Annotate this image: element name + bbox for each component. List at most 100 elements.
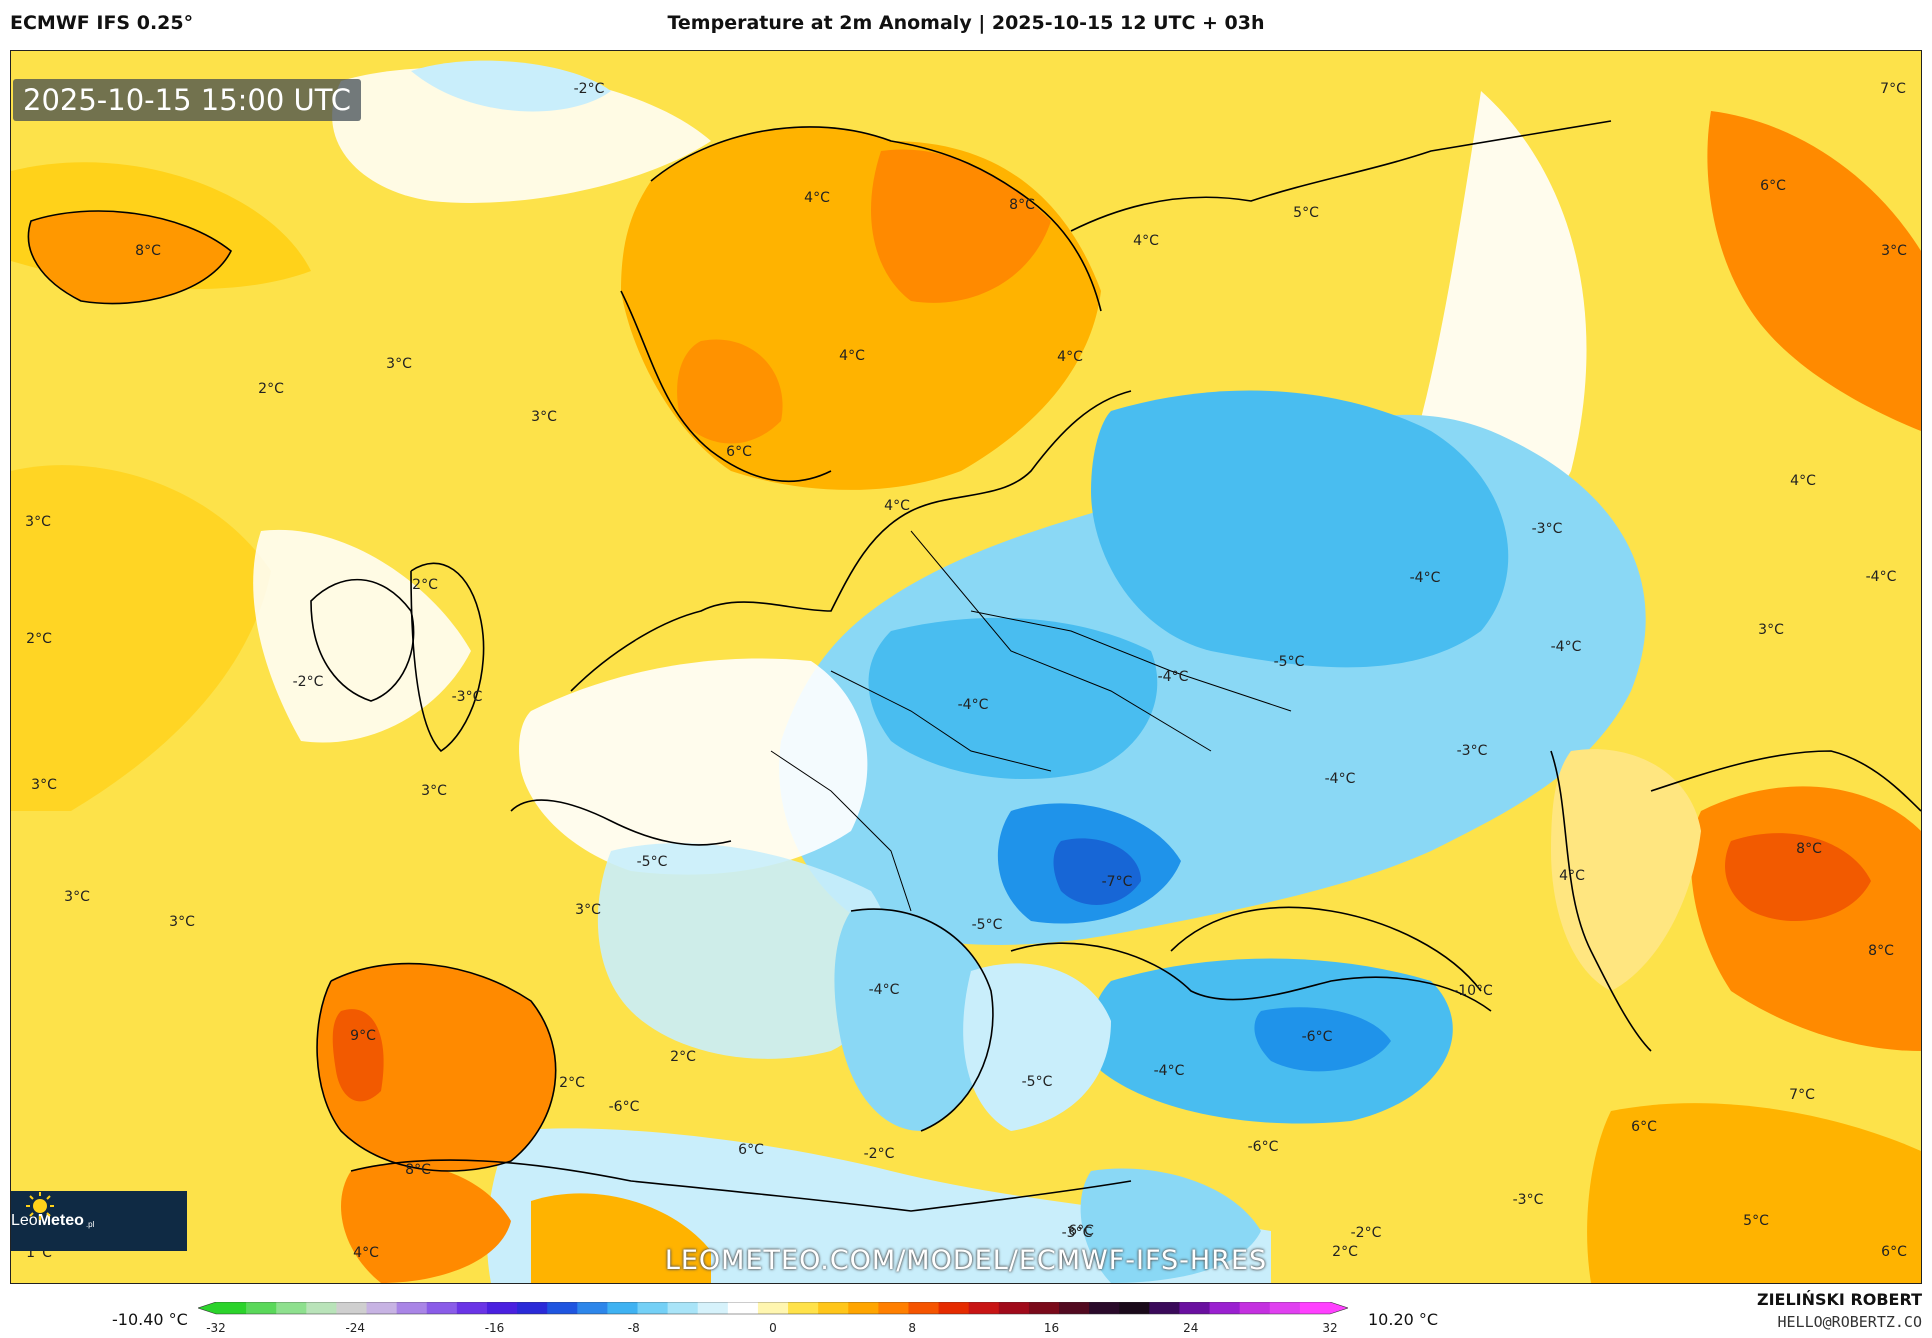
colorbar-swatch bbox=[1269, 1302, 1301, 1314]
colorbar-swatch bbox=[938, 1302, 970, 1314]
temp-label: -4°C bbox=[1153, 1063, 1185, 1079]
temp-label: 6°C bbox=[1881, 1244, 1907, 1260]
colorbar-swatch bbox=[1089, 1302, 1120, 1314]
valid-time-badge: 2025-10-15 15:00 UTC bbox=[13, 79, 362, 121]
colorbar-outline bbox=[198, 1302, 1348, 1315]
temp-label: 3°C bbox=[1758, 622, 1784, 638]
colorbar-swatch bbox=[486, 1302, 518, 1314]
temp-label: 5°C bbox=[1293, 205, 1319, 221]
temp-label: 3°C bbox=[531, 409, 557, 425]
temp-label: -6°C bbox=[1247, 1139, 1279, 1155]
temp-label: -5°C bbox=[1021, 1074, 1053, 1090]
temp-label: 4°C bbox=[1133, 233, 1159, 249]
temp-label: 4°C bbox=[1559, 868, 1585, 884]
temp-label: 3°C bbox=[64, 889, 90, 905]
colorbar-swatch bbox=[878, 1302, 909, 1314]
temp-label: 3°C bbox=[575, 902, 601, 918]
temp-label: -3°C bbox=[1512, 1192, 1544, 1208]
colorbar-swatch bbox=[1059, 1302, 1090, 1314]
temp-label: -4°C bbox=[957, 697, 989, 713]
temp-label: -4°C bbox=[1157, 669, 1189, 685]
temp-label: 8°C bbox=[135, 243, 161, 259]
temp-label: -4°C bbox=[1550, 639, 1582, 655]
temp-label: 3°C bbox=[25, 514, 51, 530]
temp-label: 4°C bbox=[1790, 473, 1816, 489]
temp-label: -10°C bbox=[1453, 983, 1493, 999]
colorbar-swatch bbox=[366, 1302, 398, 1314]
temp-label: -4°C bbox=[868, 982, 900, 998]
temp-label: 2°C bbox=[1332, 1244, 1358, 1260]
temp-label: 3°C bbox=[386, 356, 412, 372]
colorbar-tick-label: -16 bbox=[485, 1321, 505, 1335]
colorbar-swatch bbox=[1149, 1302, 1180, 1314]
colorbar-swatch bbox=[727, 1302, 759, 1314]
temp-label: 3°C bbox=[169, 914, 195, 930]
temp-label: -3°C bbox=[1061, 1225, 1093, 1241]
temp-label: 7°C bbox=[1880, 81, 1906, 97]
colorbar-swatch bbox=[667, 1302, 699, 1314]
temp-label: 2°C bbox=[412, 577, 438, 593]
leometeo-logo[interactable]: Leo Meteo .pl bbox=[11, 1191, 187, 1251]
colorbar-tick-label: -24 bbox=[345, 1321, 365, 1335]
colorbar-swatch bbox=[757, 1302, 789, 1314]
temp-label: -5°C bbox=[971, 917, 1003, 933]
anomaly-map bbox=[11, 51, 1921, 1283]
colorbar-swatch bbox=[1028, 1302, 1060, 1314]
colorbar-swatch bbox=[968, 1302, 1000, 1314]
temp-label: 2°C bbox=[258, 381, 284, 397]
colorbar-swatch bbox=[788, 1302, 819, 1314]
temp-label: 8°C bbox=[1796, 841, 1822, 857]
temp-label: 4°C bbox=[1057, 349, 1083, 365]
colorbar-tick-label: 24 bbox=[1183, 1321, 1198, 1335]
temp-label: 3°C bbox=[421, 783, 447, 799]
colorbar-swatch bbox=[276, 1302, 307, 1314]
temp-label: -2°C bbox=[292, 674, 324, 690]
colorbar-tip-low bbox=[198, 1302, 216, 1314]
colorbar-swatch bbox=[336, 1302, 368, 1314]
temp-label: 2°C bbox=[26, 631, 52, 647]
watermark-url: LEOMETEO.COM/MODEL/ECMWF-IFS-HRES bbox=[664, 1245, 1268, 1276]
temp-label: 8°C bbox=[405, 1162, 431, 1178]
colorbar-tick-label: 32 bbox=[1322, 1321, 1337, 1335]
colorbar-min-label: -10.40 °C bbox=[112, 1310, 188, 1329]
temp-label: -6°C bbox=[1301, 1029, 1333, 1045]
author-email[interactable]: HELLO@ROBERTZ.CO bbox=[1777, 1313, 1923, 1331]
colorbar-swatch bbox=[1209, 1302, 1241, 1314]
temp-label: 6°C bbox=[1068, 1223, 1094, 1239]
colorbar-swatch bbox=[697, 1302, 729, 1314]
temp-label: -3°C bbox=[451, 689, 483, 705]
colorbar-swatch bbox=[547, 1302, 578, 1314]
colorbar-swatch bbox=[426, 1302, 458, 1314]
colorbar-swatch bbox=[848, 1302, 879, 1314]
temp-label: 6°C bbox=[738, 1142, 764, 1158]
temp-label: 6°C bbox=[1631, 1119, 1657, 1135]
temp-label: -3°C bbox=[1456, 743, 1488, 759]
colorbar-swatch bbox=[607, 1302, 639, 1314]
temp-label: -7°C bbox=[1101, 874, 1133, 890]
temp-label: -2°C bbox=[863, 1146, 895, 1162]
colorbar-swatch bbox=[1239, 1302, 1271, 1314]
colorbar-swatch bbox=[577, 1302, 608, 1314]
colorbar-swatch bbox=[246, 1302, 277, 1314]
temp-label: -2°C bbox=[1350, 1225, 1382, 1241]
map-panel[interactable]: -2°C 4°C 8°C 5°C 7°C 6°C 8°C 3°C 4°C 4°C… bbox=[10, 50, 1922, 1284]
temp-label: 4°C bbox=[353, 1245, 379, 1261]
temp-label: 8°C bbox=[1009, 197, 1035, 213]
temp-label: 4°C bbox=[804, 190, 830, 206]
temp-label: -4°C bbox=[1324, 771, 1356, 787]
temp-label: -4°C bbox=[1409, 570, 1441, 586]
temp-label: 4°C bbox=[884, 498, 910, 514]
temp-label: 4°C bbox=[839, 348, 865, 364]
temp-label: 6°C bbox=[1760, 178, 1786, 194]
temp-label: -6°C bbox=[608, 1099, 640, 1115]
model-name: ECMWF IFS 0.25° bbox=[10, 12, 194, 34]
colorbar-tick-label: 0 bbox=[769, 1321, 777, 1335]
temp-label: 6°C bbox=[726, 444, 752, 460]
colorbar-swatch bbox=[1179, 1302, 1211, 1314]
colorbar-tip-high bbox=[1330, 1302, 1348, 1314]
temp-label: -3°C bbox=[1531, 521, 1563, 537]
colorbar-tick-label: -32 bbox=[206, 1321, 226, 1335]
sun-icon bbox=[26, 1192, 54, 1220]
colorbar-swatch bbox=[908, 1302, 940, 1314]
temp-label: 2°C bbox=[670, 1049, 696, 1065]
